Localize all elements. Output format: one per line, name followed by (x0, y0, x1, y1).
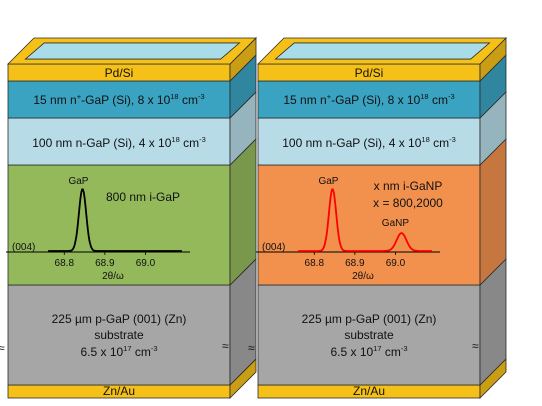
nplus-gap-layer-label-mid: -GaP (Si), 8 x 10 (81, 93, 170, 107)
sub-tail: cm (382, 345, 401, 359)
stack-ganp: Zn/Au 225 µm p-GaP (001) (Zn) substrate 6.5… (248, 37, 507, 399)
active-layer-label: 800 nm i-GaP (106, 190, 180, 204)
xrd-tick-label: 69.0 (136, 258, 156, 269)
substrate-front (257, 284, 481, 386)
xrd-peak-label-ganp: GaNP (382, 218, 410, 229)
break-symbol-right: ≈ (222, 339, 229, 353)
xrd-tick-label: 68.9 (95, 258, 115, 269)
active-layer-label: x nm i-GaNP (374, 179, 443, 193)
xrd-x-axis-label: 2θ/ω (102, 271, 124, 282)
xrd-peak-curve (298, 188, 432, 252)
n-gap-layer-label-sup3: -3 (449, 135, 456, 144)
n-gap-layer-label-sup2: 18 (171, 135, 179, 144)
xrd-peak-label-gap: GaP (318, 176, 338, 187)
sub-a: 6.5 x 10 (80, 345, 123, 359)
break-symbol-left: ≈ (0, 341, 5, 355)
break-symbol-right: ≈ (472, 339, 479, 353)
n-gap-layer-label-sup3: -3 (199, 135, 206, 144)
nplus-gap-layer-label-sup2: 18 (420, 92, 428, 101)
n-gap-layer-label-tail: cm (180, 136, 199, 150)
nplus-gap-layer-label: 15 nm n+-GaP (Si), 8 x 1018 cm-3 (33, 92, 204, 107)
xrd-tick-label: 68.9 (345, 258, 365, 269)
bottom-contact-label: Zn/Au (353, 384, 385, 398)
nplus-gap-layer-label-sup3: -3 (448, 92, 455, 101)
nplus-gap-layer-label: 15 nm n+-GaP (Si), 8 x 1018 cm-3 (283, 92, 454, 107)
substrate-label-1: 225 µm p-GaP (001) (Zn) (302, 312, 437, 326)
xrd-tick-label: 68.8 (55, 258, 75, 269)
substrate-label-2: substrate (344, 328, 394, 342)
sub-a: 6.5 x 10 (330, 345, 373, 359)
nplus-gap-layer-front (7, 80, 231, 119)
top-contact-label: Pd/Si (355, 66, 384, 80)
top-contact-label: Pd/Si (105, 66, 134, 80)
n-gap-layer-label-a: 100 nm n-GaP (Si), 4 x 10 (32, 136, 172, 150)
nplus-gap-layer-label-sup1: + (327, 92, 332, 101)
nplus-gap-layer-label-tail: cm (429, 93, 448, 107)
nplus-gap-layer-label-a: 15 nm n (283, 93, 326, 107)
n-gap-layer-label-sup2: 18 (421, 135, 429, 144)
sub-sup: 17 (123, 344, 131, 353)
xrd-reflection-label: (004) (262, 242, 285, 253)
nplus-gap-layer-label-sup3: -3 (198, 92, 205, 101)
substrate-front (7, 284, 231, 386)
sub-sup: 17 (373, 344, 381, 353)
active-layer-front (7, 164, 231, 286)
nplus-gap-layer-label-sup1: + (77, 92, 82, 101)
substrate-label-1: 225 µm p-GaP (001) (Zn) (52, 312, 187, 326)
sub-sup2: -3 (151, 344, 158, 353)
nplus-gap-layer-label-a: 15 nm n (33, 93, 76, 107)
break-symbol-left: ≈ (248, 341, 255, 355)
stack-gap: Zn/Au 225 µm p-GaP (001) (Zn) substrate 6.5… (0, 37, 257, 399)
n-gap-layer-label-tail: cm (430, 136, 449, 150)
xrd-tick-label: 68.8 (305, 258, 325, 269)
top-contact-window (24, 42, 241, 60)
top-contact-window (274, 42, 491, 60)
nplus-gap-layer-label-mid: -GaP (Si), 8 x 10 (331, 93, 420, 107)
xrd-peak-label-gap: GaP (68, 176, 88, 187)
substrate-label-3: 6.5 x 1017 cm-3 (330, 344, 407, 359)
substrate-label-2: substrate (94, 328, 144, 342)
xrd-peak-curve (48, 188, 182, 252)
xrd-tick-label: 69.0 (386, 258, 406, 269)
n-gap-layer-front (7, 117, 231, 166)
substrate-label-3: 6.5 x 1017 cm-3 (80, 344, 157, 359)
nplus-gap-layer-label-sup2: 18 (170, 92, 178, 101)
xrd-reflection-label: (004) (12, 242, 35, 253)
bottom-contact-label: Zn/Au (103, 384, 135, 398)
n-gap-layer-front (257, 117, 481, 166)
sub-sup2: -3 (401, 344, 408, 353)
n-gap-layer-label: 100 nm n-GaP (Si), 4 x 1018 cm-3 (32, 135, 206, 150)
sub-tail: cm (132, 345, 151, 359)
active-layer-label-2: x = 800,2000 (373, 196, 443, 210)
xrd-x-axis-label: 2θ/ω (352, 271, 374, 282)
n-gap-layer-label-a: 100 nm n-GaP (Si), 4 x 10 (282, 136, 422, 150)
active-layer-front (257, 164, 481, 286)
n-gap-layer-label: 100 nm n-GaP (Si), 4 x 1018 cm-3 (282, 135, 456, 150)
nplus-gap-layer-label-tail: cm (179, 93, 198, 107)
